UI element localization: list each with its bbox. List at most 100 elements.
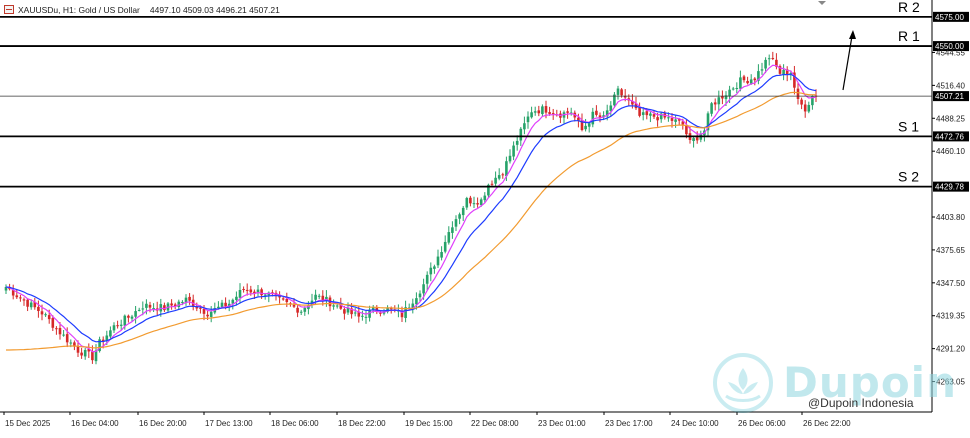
candle-body (551, 113, 555, 115)
candle-body (235, 296, 238, 300)
candle-body (220, 302, 224, 307)
candle-body (353, 312, 357, 314)
candle-body (26, 299, 29, 307)
candle-body (775, 59, 778, 67)
candle-body (724, 95, 728, 100)
candle-body (595, 110, 598, 115)
candle-body (692, 138, 695, 141)
candle-body (483, 195, 487, 201)
x-tick-label: 15 Dec 2025 (5, 419, 51, 428)
x-tick-label: 23 Dec 17:00 (605, 419, 653, 428)
candle-body (15, 295, 19, 298)
x-tick-label: 24 Dec 10:00 (671, 419, 719, 428)
candle-body (476, 203, 479, 205)
y-tick-label: 4516.40 (936, 81, 965, 90)
candle-body (22, 299, 26, 301)
candle-body (123, 315, 127, 326)
candle-body (299, 311, 303, 313)
candle-body (400, 310, 404, 318)
candle-body (69, 342, 73, 344)
candle-body (656, 117, 659, 121)
candle-body (584, 125, 587, 130)
candle-body (285, 298, 289, 303)
candle-body (800, 99, 803, 105)
candle-body (782, 69, 785, 75)
candle-body (609, 105, 613, 111)
candle-body (533, 111, 537, 113)
x-tick-label: 16 Dec 20:00 (139, 419, 187, 428)
candle-body (127, 315, 130, 318)
forecast-arrow-head-icon (849, 30, 856, 39)
candle-body (544, 106, 548, 113)
candle-body (512, 145, 515, 157)
candle-body (364, 316, 368, 318)
candle-body (667, 117, 670, 119)
x-tick-label: 23 Dec 01:00 (538, 419, 586, 428)
candle-body (343, 309, 346, 314)
candle-body (65, 334, 69, 343)
level-name-r1: R 1 (898, 28, 920, 44)
candle-body (508, 155, 512, 162)
candle-body (735, 87, 739, 89)
candle-body (469, 197, 472, 204)
candle-body (796, 88, 800, 99)
candle-body (807, 104, 811, 112)
candle-body (177, 301, 181, 308)
candle-body (623, 95, 627, 98)
candle-body (659, 113, 663, 120)
candle-body (811, 96, 814, 106)
candle-body (638, 107, 641, 116)
candle-body (368, 309, 371, 318)
y-tick-label: 4488.25 (936, 114, 965, 123)
current-price-label: 4507.21 (935, 92, 964, 101)
candle-body (19, 297, 22, 299)
candle-body (335, 305, 339, 307)
candle-body (325, 296, 328, 301)
x-tick-label: 16 Dec 04:00 (71, 419, 119, 428)
candle-body (490, 183, 494, 185)
candle-body (631, 101, 634, 105)
candle-body (728, 89, 731, 97)
candle-body (4, 286, 8, 291)
ohlc-label: 4497.10 4509.03 4496.21 4507.21 (149, 4, 280, 15)
candle-body (148, 304, 152, 308)
candle-body (458, 214, 461, 219)
candle-body (731, 88, 735, 90)
candle-body (40, 311, 44, 315)
candle-body (242, 288, 245, 290)
candle-body (487, 184, 490, 196)
level-price-tag (933, 41, 969, 52)
level-name-s2: S 2 (898, 169, 919, 185)
candle-body (742, 76, 746, 81)
candle-body (415, 298, 418, 305)
candle-body (346, 308, 350, 313)
candle-body (389, 308, 393, 310)
candle-body (652, 114, 656, 117)
y-tick-label: 4319.35 (936, 312, 965, 321)
candle-body (188, 296, 191, 301)
candle-body (641, 112, 645, 115)
candle-body (249, 289, 253, 293)
candle-body (749, 79, 753, 84)
candle-body (238, 289, 242, 298)
x-tick-label: 18 Dec 06:00 (271, 419, 319, 428)
candle-body (256, 289, 260, 293)
candle-body (602, 115, 605, 118)
candle-body (47, 315, 51, 320)
candle-body (649, 113, 652, 116)
candle-body (713, 102, 717, 105)
candle-body (55, 328, 58, 330)
candle-body (587, 123, 591, 127)
candle-body (519, 128, 523, 141)
level-name-r2: R 2 (898, 0, 920, 15)
candle-body (778, 66, 782, 74)
candle-body (677, 119, 681, 121)
candle-body (209, 311, 213, 317)
candle-body (307, 305, 310, 310)
candle-body (263, 294, 267, 296)
candle-body (184, 297, 188, 303)
candle-body (447, 232, 451, 243)
candle-body (454, 219, 458, 227)
candle-body (429, 267, 433, 275)
